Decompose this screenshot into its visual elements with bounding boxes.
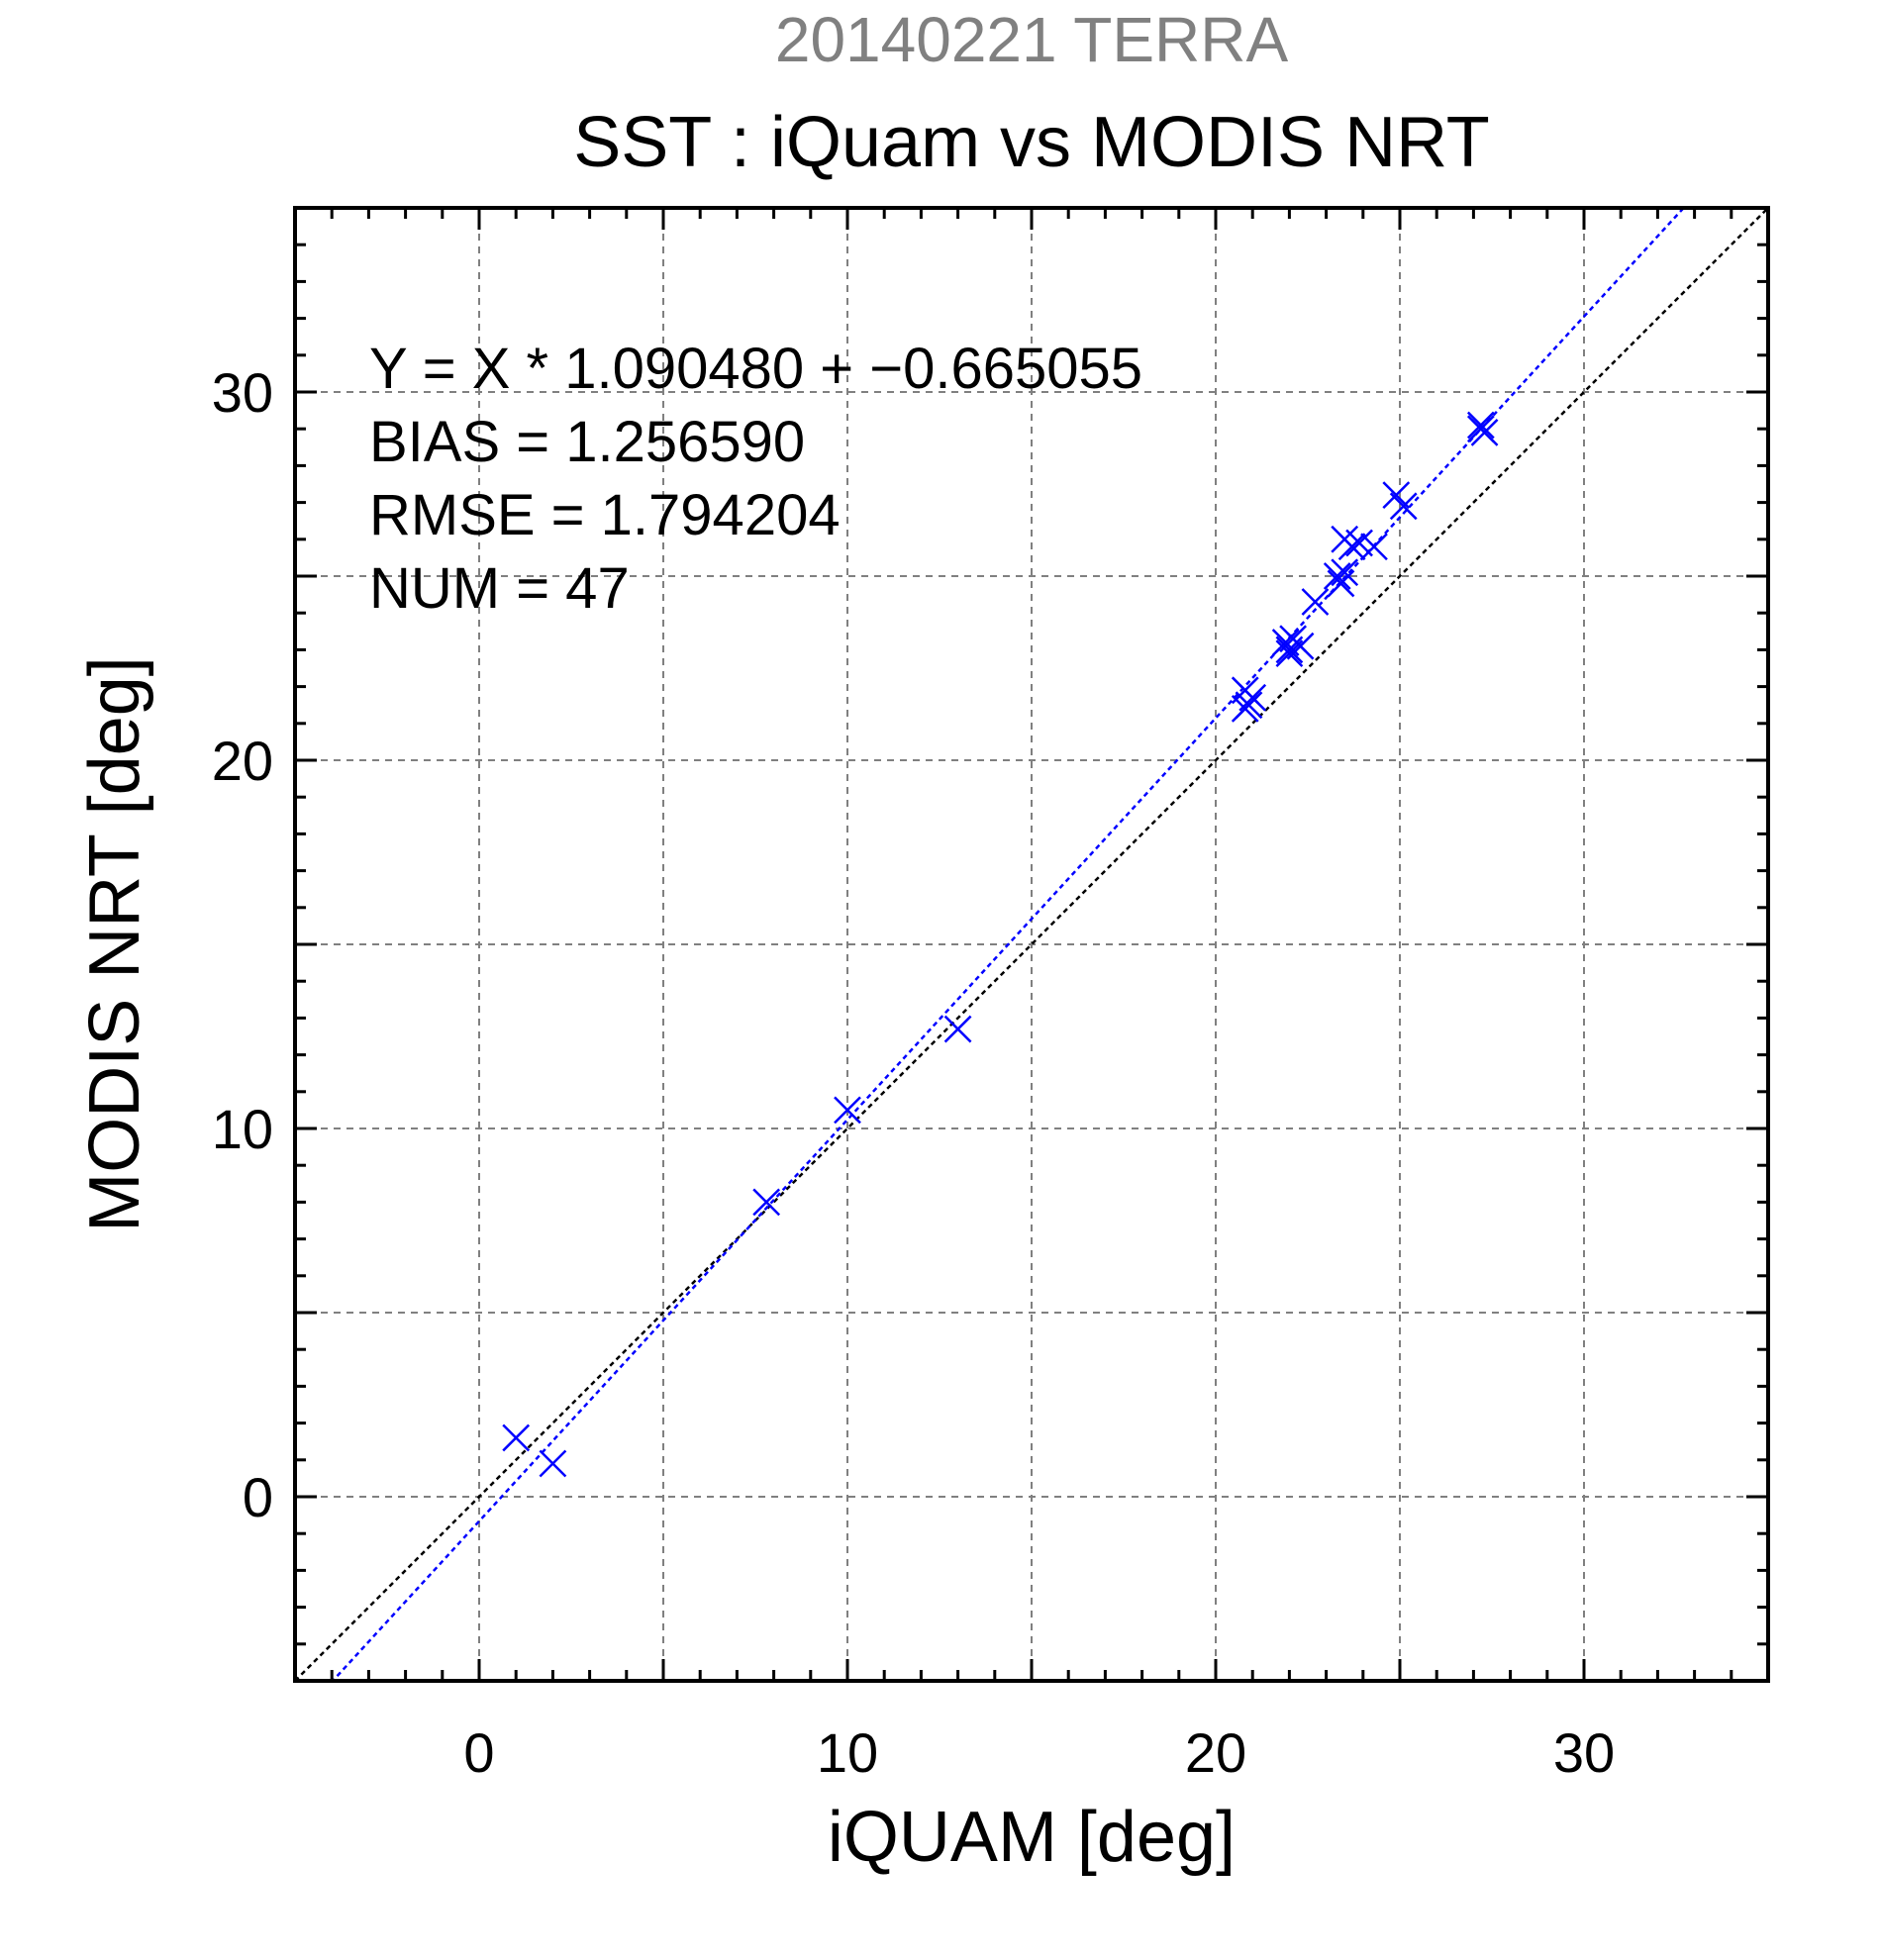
grid-lines: [295, 208, 1768, 1681]
y-tick-label: 0: [243, 1466, 273, 1528]
data-point: [1286, 632, 1315, 660]
y-tick-label: 20: [212, 730, 273, 792]
data-point: [1389, 492, 1418, 521]
data-point: [1331, 558, 1359, 587]
x-tick-label: 0: [463, 1721, 494, 1784]
y-tick-label: 30: [212, 361, 273, 424]
point-stroke-b: [1271, 629, 1300, 656]
point-stroke-b: [539, 1449, 567, 1478]
point-stroke-b: [1327, 569, 1355, 598]
data-point: [834, 1096, 861, 1125]
point-stroke-b: [1323, 562, 1351, 590]
point-stroke-b: [1337, 533, 1366, 561]
plot-frame: [293, 206, 1770, 1683]
data-point: [1360, 533, 1388, 561]
y-axis-label: MODIS NRT [deg]: [75, 656, 154, 1232]
stats-annotations: Y = X * 1.090480 + −0.665055 BIAS = 1.256…: [369, 337, 1142, 621]
chart-supertitle: 20140221 TERRA: [775, 4, 1289, 75]
data-point: [752, 1188, 781, 1217]
data-point: [1275, 636, 1304, 664]
x-tick-label: 30: [1553, 1721, 1615, 1784]
stats-annotation-line: NUM = 47: [369, 556, 630, 621]
point-stroke-b: [502, 1423, 531, 1452]
x-tick-label: 10: [817, 1721, 878, 1784]
fit-line: [331, 208, 1686, 1681]
y-tick-label: 10: [212, 1098, 273, 1160]
data-points: [502, 411, 1499, 1478]
point-stroke-b: [1345, 529, 1373, 557]
point-stroke-b: [1360, 533, 1388, 561]
point-stroke-b: [1301, 588, 1330, 616]
point-stroke-b: [1466, 415, 1495, 443]
data-point: [1301, 588, 1330, 616]
point-stroke-b: [1286, 632, 1315, 660]
data-point: [502, 1423, 531, 1452]
data-point: [1466, 411, 1495, 440]
chart-title: SST : iQuam vs MODIS NRT: [573, 103, 1490, 182]
x-tick-label: 20: [1185, 1721, 1246, 1784]
data-point: [1323, 562, 1351, 590]
x-axis-label: iQUAM [deg]: [828, 1798, 1236, 1877]
data-point: [1327, 569, 1355, 598]
point-stroke-b: [1389, 492, 1418, 521]
tick-labels: 0 10 20 30 0 10 20 30: [212, 361, 1615, 1784]
point-stroke-b: [943, 1015, 972, 1043]
point-stroke-b: [1331, 558, 1359, 587]
point-stroke-b: [1231, 695, 1259, 723]
data-point: [539, 1449, 567, 1478]
data-point: [1231, 695, 1259, 723]
data-point: [1337, 533, 1366, 561]
data-point: [1466, 415, 1495, 443]
data-point: [943, 1015, 972, 1043]
point-stroke-b: [1466, 411, 1495, 440]
stats-annotation-line: BIAS = 1.256590: [369, 410, 805, 474]
stats-annotation-line: Y = X * 1.090480 + −0.665055: [369, 337, 1142, 401]
point-stroke-b: [752, 1188, 781, 1217]
point-stroke-b: [834, 1096, 861, 1125]
reference-lines: [295, 208, 1768, 1681]
point-stroke-b: [1382, 481, 1411, 510]
point-stroke-b: [1275, 636, 1304, 664]
stats-annotation-line: RMSE = 1.794204: [369, 483, 841, 547]
